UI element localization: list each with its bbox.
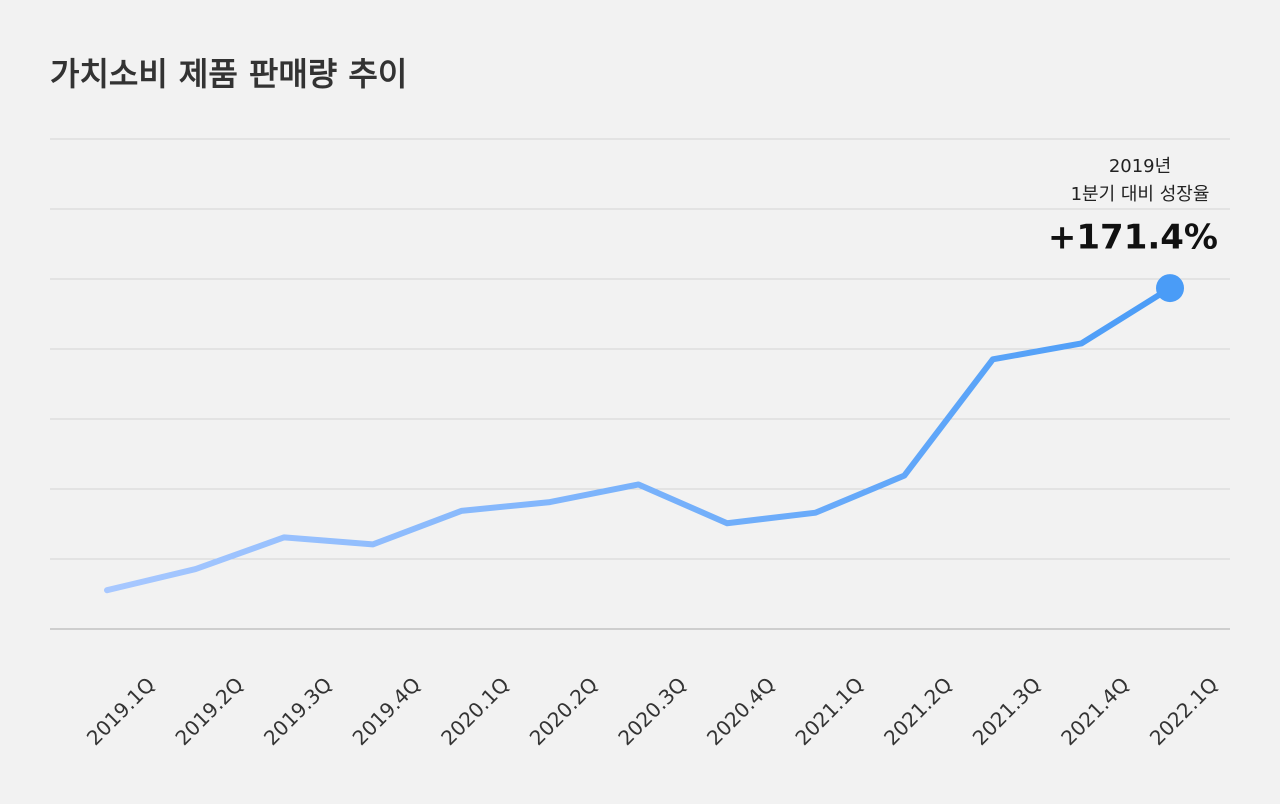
x-tick-label: 2020.2Q [525, 672, 603, 750]
annotation-line: 2019년 [1109, 156, 1171, 177]
x-tick-label: 2020.3Q [613, 672, 691, 750]
x-tick-label: 2020.1Q [436, 672, 514, 750]
x-tick-label: 2021.3Q [968, 672, 1046, 750]
x-tick-label: 2019.2Q [170, 672, 248, 750]
annotation-value: +171.4% [1048, 218, 1218, 258]
x-tick-label: 2021.2Q [879, 672, 957, 750]
x-tick-label: 2021.4Q [1056, 672, 1134, 750]
x-tick-label: 2019.1Q [82, 672, 160, 750]
annotation-line: 1분기 대비 성장율 [1071, 184, 1210, 205]
x-tick-label: 2019.3Q [259, 672, 337, 750]
x-tick-label: 2020.4Q [702, 672, 780, 750]
line [104, 285, 1173, 594]
x-tick-label: 2022.1Q [1145, 672, 1223, 750]
end-point [1156, 274, 1184, 303]
x-tick-label: 2019.4Q [348, 672, 426, 750]
x-tick-label: 2021.1Q [790, 672, 868, 750]
chart-title: 가치소비 제품 판매량 추이 [50, 55, 407, 93]
